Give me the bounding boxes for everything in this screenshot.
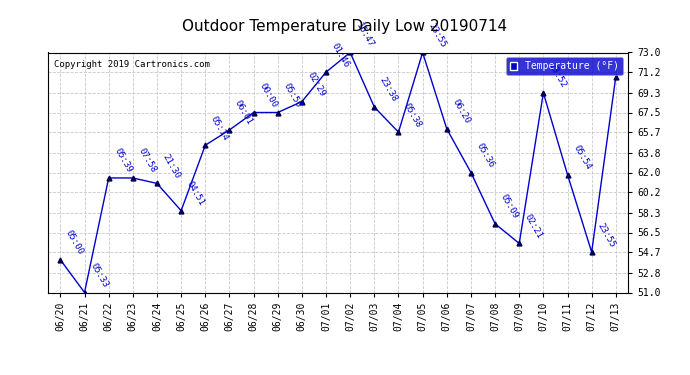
Text: 05:14: 05:14: [209, 114, 230, 142]
Text: 01:46: 01:46: [330, 41, 351, 69]
Text: 05:00: 05:00: [64, 229, 86, 256]
Text: 21:30: 21:30: [161, 152, 182, 180]
Text: 05:33: 05:33: [88, 261, 110, 289]
Text: 02:29: 02:29: [306, 70, 327, 98]
Text: 05:36: 05:36: [475, 141, 496, 169]
Text: 04:51: 04:51: [185, 180, 206, 207]
Text: 07:58: 07:58: [137, 147, 158, 175]
Text: 23:52: 23:52: [547, 62, 569, 90]
Text: 05:39: 05:39: [112, 147, 134, 175]
Text: 00:00: 00:00: [257, 81, 279, 109]
Text: 23:55: 23:55: [595, 221, 617, 249]
Text: 05:38: 05:38: [402, 101, 424, 129]
Text: 16:47: 16:47: [354, 21, 375, 49]
Text: 23:38: 23:38: [378, 76, 400, 104]
Text: 05:54: 05:54: [571, 144, 593, 171]
Text: 06:20: 06:20: [451, 98, 472, 126]
Text: Copyright 2019 Cartronics.com: Copyright 2019 Cartronics.com: [54, 60, 210, 69]
Text: 05:09: 05:09: [499, 193, 520, 220]
Legend: Temperature (°F): Temperature (°F): [506, 57, 623, 75]
Text: 23:55: 23:55: [426, 21, 448, 49]
Text: 02:21: 02:21: [523, 212, 544, 240]
Text: Outdoor Temperature Daily Low 20190714: Outdoor Temperature Daily Low 20190714: [182, 19, 508, 34]
Text: 05:50: 05:50: [282, 81, 303, 109]
Text: 06:01: 06:01: [233, 99, 255, 127]
